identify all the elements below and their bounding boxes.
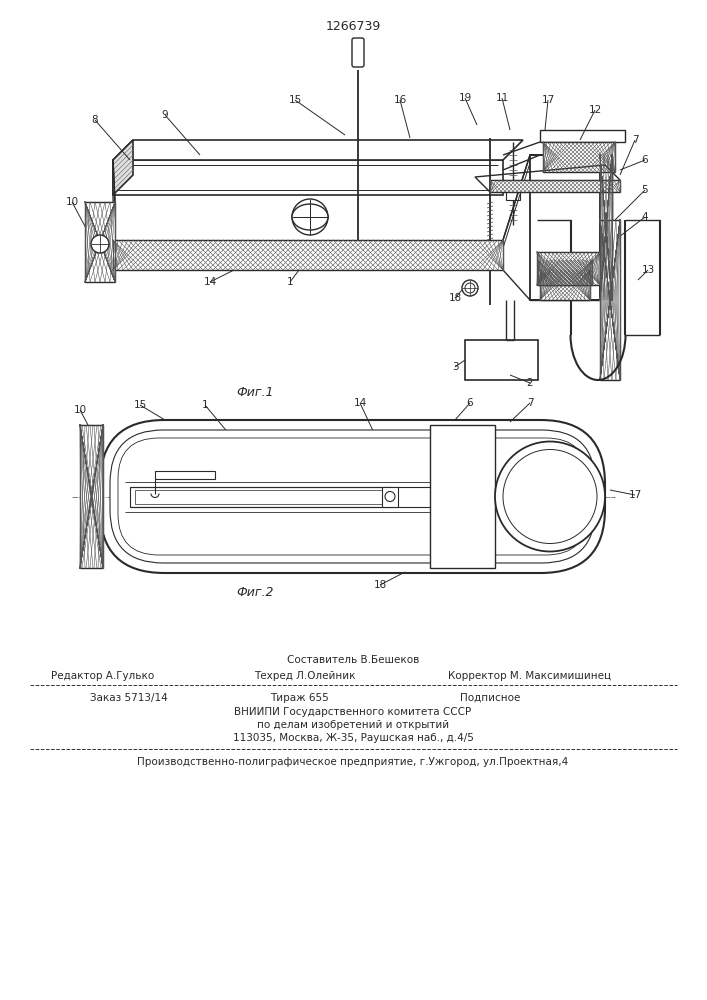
Text: 10: 10 bbox=[66, 197, 78, 207]
Circle shape bbox=[495, 442, 605, 552]
Text: 13: 13 bbox=[641, 265, 655, 275]
Polygon shape bbox=[113, 140, 133, 195]
Bar bbox=[537, 252, 600, 285]
Bar bbox=[540, 130, 625, 142]
Bar bbox=[465, 340, 538, 380]
Circle shape bbox=[292, 199, 328, 235]
Text: 16: 16 bbox=[393, 95, 407, 105]
Polygon shape bbox=[113, 140, 523, 160]
Text: Заказ 5713/14: Заказ 5713/14 bbox=[90, 693, 168, 703]
Bar bbox=[538, 260, 592, 285]
Text: 15: 15 bbox=[134, 400, 146, 410]
Text: ВНИИПИ Государственного комитета СССР: ВНИИПИ Государственного комитета СССР bbox=[235, 707, 472, 717]
Bar bbox=[80, 425, 103, 568]
Bar bbox=[508, 182, 518, 190]
Text: 5: 5 bbox=[642, 185, 648, 195]
Bar bbox=[135, 489, 385, 504]
Text: 1: 1 bbox=[286, 277, 293, 287]
Bar bbox=[530, 155, 612, 300]
Bar bbox=[600, 220, 620, 380]
Text: Составитель В.Бешеков: Составитель В.Бешеков bbox=[287, 655, 419, 665]
Text: 15: 15 bbox=[288, 95, 302, 105]
Text: Фиг.2: Фиг.2 bbox=[236, 585, 274, 598]
Ellipse shape bbox=[292, 204, 328, 230]
Text: 8: 8 bbox=[92, 115, 98, 125]
FancyBboxPatch shape bbox=[118, 438, 587, 555]
FancyBboxPatch shape bbox=[110, 430, 595, 563]
FancyBboxPatch shape bbox=[352, 38, 364, 67]
Text: Подписное: Подписное bbox=[460, 693, 520, 703]
Text: Редактор А.Гулько: Редактор А.Гулько bbox=[52, 671, 155, 681]
Text: 18: 18 bbox=[373, 580, 387, 590]
Text: 9: 9 bbox=[162, 110, 168, 120]
Text: 6: 6 bbox=[642, 155, 648, 165]
Bar bbox=[113, 240, 503, 270]
Circle shape bbox=[503, 450, 597, 544]
Bar bbox=[130, 487, 390, 506]
Text: Корректор М. Максимишинец: Корректор М. Максимишинец bbox=[448, 671, 612, 681]
Bar bbox=[490, 180, 620, 192]
Text: Фиг.1: Фиг.1 bbox=[236, 386, 274, 399]
Bar bbox=[530, 155, 600, 300]
Text: 14: 14 bbox=[354, 398, 367, 408]
Bar bbox=[113, 160, 503, 195]
Text: 17: 17 bbox=[542, 95, 554, 105]
Text: 6: 6 bbox=[467, 398, 473, 408]
Text: 7: 7 bbox=[631, 135, 638, 145]
Circle shape bbox=[385, 491, 395, 502]
Text: 10: 10 bbox=[74, 405, 86, 415]
Bar bbox=[538, 260, 592, 285]
Text: 11: 11 bbox=[496, 93, 508, 103]
Text: 17: 17 bbox=[629, 490, 642, 500]
Text: Техред Л.Олейник: Техред Л.Олейник bbox=[255, 671, 356, 681]
Text: 14: 14 bbox=[204, 277, 216, 287]
Text: Тираж 655: Тираж 655 bbox=[270, 693, 329, 703]
Text: 18: 18 bbox=[448, 293, 462, 303]
Circle shape bbox=[462, 280, 478, 296]
Text: 12: 12 bbox=[588, 105, 602, 115]
Text: 1: 1 bbox=[201, 400, 209, 410]
Bar bbox=[543, 142, 615, 172]
Circle shape bbox=[91, 235, 109, 253]
Circle shape bbox=[465, 283, 475, 293]
Text: 7: 7 bbox=[527, 398, 533, 408]
Text: по делам изобретений и открытий: по делам изобретений и открытий bbox=[257, 720, 449, 730]
Text: 3: 3 bbox=[452, 362, 458, 372]
Text: 1266739: 1266739 bbox=[325, 20, 380, 33]
Bar bbox=[85, 202, 115, 282]
Bar bbox=[430, 425, 495, 568]
Bar bbox=[155, 471, 215, 479]
FancyBboxPatch shape bbox=[100, 420, 605, 573]
Bar bbox=[600, 155, 612, 300]
Text: 2: 2 bbox=[527, 378, 533, 388]
Text: 19: 19 bbox=[458, 93, 472, 103]
Text: 4: 4 bbox=[642, 212, 648, 222]
Text: Производственно-полиграфическое предприятие, г.Ужгород, ул.Проектная,4: Производственно-полиграфическое предприя… bbox=[137, 757, 568, 767]
Text: 113035, Москва, Ж-35, Раушская наб., д.4/5: 113035, Москва, Ж-35, Раушская наб., д.4… bbox=[233, 733, 474, 743]
Bar bbox=[540, 270, 590, 300]
Bar bbox=[506, 190, 520, 200]
Bar bbox=[382, 487, 398, 506]
